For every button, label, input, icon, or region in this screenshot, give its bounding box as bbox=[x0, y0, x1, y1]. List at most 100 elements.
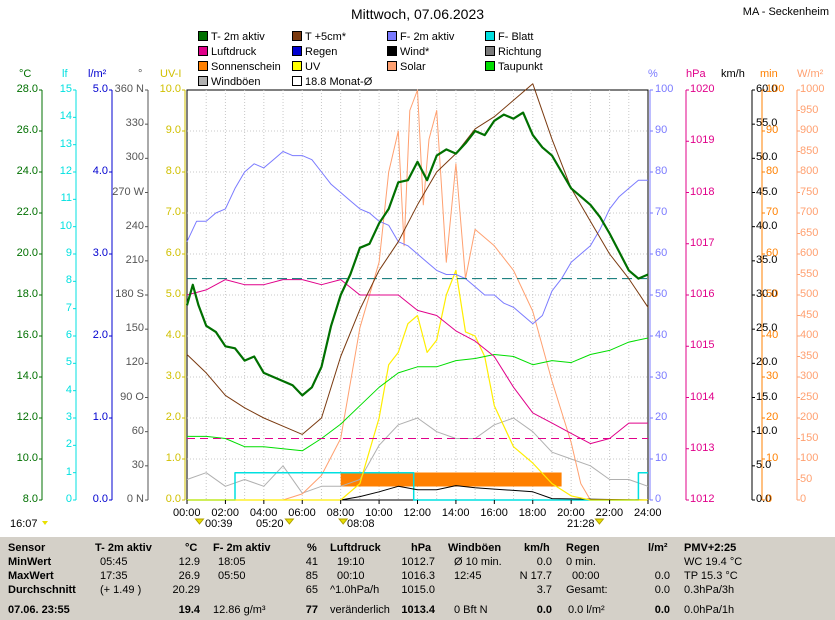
time-tick-label: 20:00 bbox=[557, 507, 585, 519]
leaf-axis-tick-label: 10 bbox=[59, 219, 72, 232]
wind-axis-tick-label: 40.0 bbox=[756, 219, 778, 232]
temp-axis-tick-label: 10.0 bbox=[16, 452, 38, 464]
rain-axis-tick-label: 3.0 bbox=[92, 247, 108, 259]
legend-swatch bbox=[292, 76, 302, 86]
time-tick-label: 16:00 bbox=[480, 507, 508, 519]
press-current-note: veränderlich bbox=[330, 604, 390, 616]
wind-axis-tick-label: 20.0 bbox=[756, 356, 778, 369]
solar-axis-tick-label: 500 bbox=[800, 288, 819, 300]
hum-axis-tick-label: 90 bbox=[655, 124, 668, 136]
uv-axis-tick-label: 7.0 bbox=[165, 206, 181, 218]
chart-grid bbox=[186, 89, 649, 501]
solar-axis-tick-label: 600 bbox=[800, 247, 819, 259]
legend-item: T- 2m aktiv bbox=[198, 31, 265, 44]
wind-axis-tick-label: 0.0 bbox=[756, 493, 772, 505]
press-axis-tick-label: 1018 bbox=[690, 185, 715, 198]
summary-table: Sensor MinWert MaxWert Durchschnitt 07.0… bbox=[0, 537, 835, 620]
solar-axis-tick-label: 400 bbox=[800, 329, 819, 341]
hum-axis-tick-label: 80 bbox=[655, 165, 668, 177]
series-t-2m-aktiv bbox=[185, 111, 649, 397]
dir-axis-tick-label: 330 bbox=[125, 117, 144, 130]
legend-label: Sonnenschein bbox=[211, 61, 281, 73]
uv-axis-tick-label: 1.0 bbox=[165, 452, 181, 464]
press-axis-tick-label: 1019 bbox=[690, 134, 715, 147]
press-axis-tick-label: 1015 bbox=[690, 339, 715, 352]
min-axis-tick-label: 30 bbox=[766, 370, 779, 382]
series-solar bbox=[187, 89, 591, 501]
legend-item: 18.8 Monat-Ø bbox=[292, 76, 372, 89]
row-head-min: MinWert bbox=[8, 556, 52, 568]
rain-axis-tick-label: 1.0 bbox=[92, 411, 108, 423]
dir-axis-tick-label: 360 N bbox=[114, 83, 144, 95]
pmv-windchill: WC 19.4 °C bbox=[684, 556, 743, 568]
solar-axis-tick-label: 0 bbox=[800, 493, 807, 505]
temp-axis-tick-label: 26.0 bbox=[16, 124, 38, 136]
time-tick-label: 12:00 bbox=[403, 507, 432, 519]
dir-axis-tick-label: 60 bbox=[131, 424, 144, 437]
uv-axis-tick-label: 0.0 bbox=[165, 493, 181, 505]
t2m-max: 26.9 bbox=[178, 570, 200, 582]
legend-item: Luftdruck bbox=[198, 46, 256, 59]
press-axis-tick-label: 1016 bbox=[690, 288, 715, 300]
hum-axis-tick-label: 30 bbox=[655, 370, 668, 382]
dir-axis-tick-label: 210 bbox=[125, 253, 144, 266]
solar-axis-tick-label: 100 bbox=[800, 452, 819, 464]
wind-axis-tick-label: 30.0 bbox=[756, 288, 778, 300]
min-axis-tick-label: 90 bbox=[766, 124, 779, 136]
legend-item: Windböen bbox=[198, 76, 261, 89]
min-axis-tick-label: 80 bbox=[766, 165, 779, 177]
leaf-axis-tick-label: 3 bbox=[65, 411, 72, 423]
sun-marker-m1 bbox=[194, 518, 205, 525]
t2m-max-time: 17:35 bbox=[100, 570, 128, 582]
press-axis-tick-label: 1013 bbox=[690, 441, 715, 454]
legend-swatch bbox=[387, 61, 397, 71]
legend-swatch bbox=[485, 61, 495, 71]
solar-axis-tick-label: 150 bbox=[800, 431, 819, 444]
dir-unit-header: ° bbox=[138, 68, 143, 80]
legend-label: T +5cm* bbox=[305, 31, 347, 43]
leaf-axis-tick-label: 11 bbox=[60, 192, 72, 205]
gust-avg: 3.7 bbox=[536, 584, 552, 596]
rain-axis-tick-label: 0.0 bbox=[92, 493, 108, 505]
series-windb-en bbox=[186, 417, 649, 494]
leaf-axis-tick-label: 14 bbox=[59, 110, 72, 123]
min-unit-header: min bbox=[760, 68, 778, 80]
solar-axis-tick-label: 550 bbox=[800, 267, 819, 280]
legend-label: F- Blatt bbox=[498, 31, 534, 43]
press-axis-tick-label: 1020 bbox=[690, 83, 715, 95]
gust-unit: km/h bbox=[524, 542, 550, 554]
f2m-avg: 65 bbox=[305, 584, 318, 596]
temp-axis-tick-label: 16.0 bbox=[16, 329, 38, 341]
min-axis-tick-label: 70 bbox=[766, 206, 779, 218]
t2m-unit: °C bbox=[185, 542, 198, 554]
legend-item: UV bbox=[292, 61, 320, 74]
row-head-max: MaxWert bbox=[8, 570, 54, 582]
time-tick-label: 10:00 bbox=[365, 507, 393, 519]
f2m-unit: % bbox=[307, 542, 317, 554]
leaf-axis-tick-label: 15 bbox=[59, 83, 72, 95]
legend-swatch bbox=[198, 46, 208, 56]
dir-axis-tick-label: 300 bbox=[125, 151, 144, 164]
legend-label: F- 2m aktiv bbox=[400, 31, 455, 43]
dir-axis-tick-label: 150 bbox=[125, 322, 144, 335]
time-tick-label: 02:00 bbox=[211, 507, 239, 519]
wind-axis-tick-label: 10.0 bbox=[756, 424, 778, 437]
press-avg: 1015.0 bbox=[401, 584, 435, 596]
weather-chart bbox=[39, 83, 800, 525]
leaf-axis-tick-label: 2 bbox=[65, 438, 72, 451]
gust-current: 0.0 bbox=[536, 604, 552, 616]
dir-axis-tick-label: 270 W bbox=[112, 185, 144, 198]
uv-axis-tick-label: 10.0 bbox=[159, 83, 181, 95]
time-tick-label: 04:00 bbox=[249, 507, 278, 519]
legend-swatch bbox=[292, 31, 302, 41]
wind-axis-tick-label: 60.0 bbox=[756, 83, 778, 95]
min-axis-tick-label: 60 bbox=[766, 247, 779, 259]
temp-axis-tick-label: 24.0 bbox=[16, 165, 38, 177]
sun-mark-left: 16:07 bbox=[10, 518, 38, 530]
legend-item: F- 2m aktiv bbox=[387, 31, 454, 44]
press-max: 1016.3 bbox=[401, 570, 435, 582]
f2m-current: 77 bbox=[305, 604, 318, 616]
wind-axis-tick-label: 35.0 bbox=[756, 253, 778, 266]
time-tick-label: 24:00 bbox=[634, 507, 662, 519]
leaf-unit-header: lf bbox=[62, 68, 68, 80]
